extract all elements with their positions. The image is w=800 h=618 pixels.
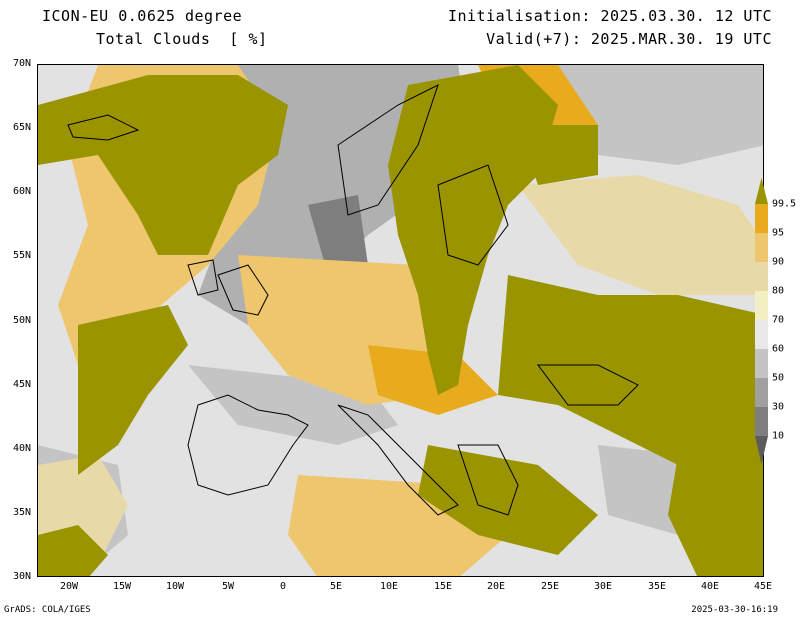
legend-swatch-50 — [755, 349, 768, 378]
overcast-cloud-layer — [38, 65, 763, 576]
legend-label-90: 90 — [772, 256, 785, 268]
legend-swatch-30 — [755, 378, 768, 407]
lat-label-30n: 30N — [12, 571, 31, 582]
legend-swatch-90 — [755, 233, 768, 262]
lat-label-35n: 35N — [12, 507, 31, 518]
lat-label-45n: 45N — [12, 379, 31, 390]
lon-label-25e: 25E — [540, 581, 560, 592]
lat-label-60n: 60N — [12, 186, 31, 197]
lon-label-5w: 5W — [221, 581, 235, 592]
lat-label-55n: 55N — [12, 250, 31, 261]
lat-label-70n: 70N — [12, 58, 31, 69]
legend-label-30: 30 — [772, 401, 785, 413]
init-time-label: Initialisation: 2025.03.30. 12 UTC — [447, 7, 772, 25]
cloud-map-svg — [38, 65, 763, 576]
legend-swatch-80 — [755, 262, 768, 291]
footer-credit: GrADS: COLA/IGES — [4, 605, 91, 615]
legend-label-50: 50 — [772, 372, 785, 384]
lon-label-0: 0 — [279, 581, 287, 592]
legend-swatch-70 — [755, 291, 768, 320]
legend-bar — [755, 178, 768, 464]
lon-label-10e: 10E — [379, 581, 399, 592]
lon-label-40e: 40E — [700, 581, 720, 592]
map-title-model: ICON-EU 0.0625 degree — [42, 7, 243, 25]
legend-swatch-95 — [755, 204, 768, 233]
lat-label-50n: 50N — [12, 315, 31, 326]
legend-swatch-10 — [755, 407, 768, 436]
lon-label-20e: 20E — [486, 581, 506, 592]
lat-label-40n: 40N — [12, 443, 31, 454]
lon-label-10w: 10W — [165, 581, 185, 592]
legend-label-99-5: 99.5 — [772, 198, 797, 210]
legend-label-10: 10 — [772, 430, 785, 442]
legend-label-60: 60 — [772, 343, 785, 355]
lon-label-35e: 35E — [647, 581, 667, 592]
coastlines — [67, 84, 639, 516]
lon-label-15w: 15W — [112, 581, 132, 592]
cloud-cover-map — [37, 64, 764, 577]
legend-swatch-bottom — [755, 436, 768, 464]
lon-label-20w: 20W — [59, 581, 79, 592]
lon-label-5e: 5E — [329, 581, 343, 592]
lat-label-65n: 65N — [12, 122, 31, 133]
legend-label-80: 80 — [772, 285, 785, 297]
lon-label-45e: 45E — [753, 581, 773, 592]
map-title-variable: Total Clouds [ %] — [96, 30, 268, 48]
legend-swatch-60 — [755, 320, 768, 349]
footer-timestamp: 2025-03-30-16:19 — [691, 605, 778, 615]
legend-swatch-top — [755, 178, 768, 204]
lon-label-30e: 30E — [593, 581, 613, 592]
lon-label-15e: 15E — [433, 581, 453, 592]
legend-label-95: 95 — [772, 227, 785, 239]
valid-time-label: Valid(+7): 2025.MAR.30. 19 UTC — [486, 30, 772, 48]
legend-label-70: 70 — [772, 314, 785, 326]
